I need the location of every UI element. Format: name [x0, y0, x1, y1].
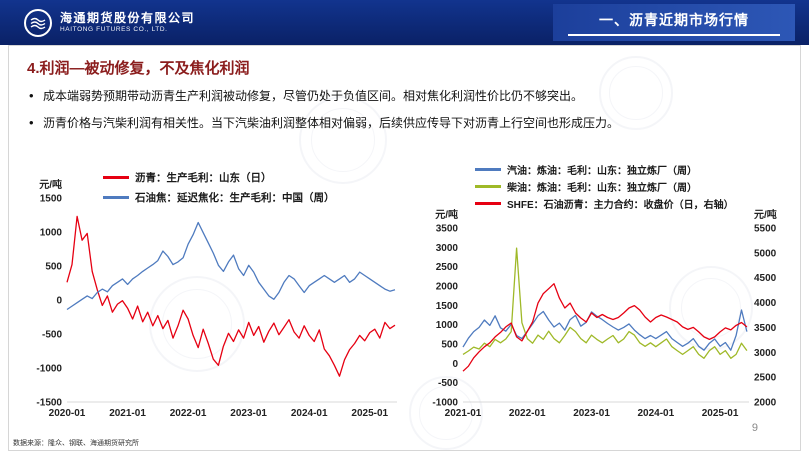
legend-swatch [475, 168, 501, 171]
company-name-en: HAITONG FUTURES CO., LTD. [60, 25, 168, 33]
axis-tick-label: 1000 [436, 320, 459, 331]
series-line-0 [66, 215, 396, 377]
legend-swatch [475, 185, 501, 188]
haitong-logo-icon [24, 8, 52, 37]
axis-tick-label: -500 [438, 378, 458, 389]
axis-tick-label: 3000 [436, 243, 459, 254]
chart-canvas: 元/吨3500300025002000150010005000-500-1000… [432, 208, 777, 419]
chart-legend: 沥青：生产毛利：山东（日） 石油焦：延迟焦化：生产毛利：中国（周） [103, 170, 335, 210]
legend-label: 石油焦：延迟焦化：生产毛利：中国（周） [135, 192, 335, 204]
series-line-1 [462, 247, 748, 359]
axis-tick-label: 2022-01 [509, 408, 546, 419]
axis-tick-label: 元/吨 [39, 178, 62, 191]
legend-swatch [103, 196, 129, 199]
legend-item: 沥青：生产毛利：山东（日） [103, 170, 335, 185]
section-header: 一、沥青近期市场行情 [553, 4, 795, 41]
axis-tick-label: 2000 [754, 398, 777, 409]
axis-tick-label: 1000 [40, 228, 63, 239]
data-source-note: 数据来源：隆众、钢联、海通期货研究所 [13, 440, 139, 447]
content-panel: 4.利润—被动修复，不及焦化利润 成本端弱势预期带动沥青生产利润被动修复，尽管仍… [8, 45, 801, 451]
axis-tick-label: 2023-01 [573, 408, 610, 419]
axis-tick-label: 2021-01 [109, 408, 146, 419]
page-number: 9 [751, 422, 758, 434]
axis-tick-label: 4000 [754, 298, 777, 309]
axis-tick-label: 2500 [436, 262, 459, 273]
company-name-cn: 海通期货股份有限公司 [60, 10, 196, 25]
legend-item: 柴油：炼油：毛利：山东：独立炼厂（周） [475, 179, 734, 194]
legend-label: 沥青：生产毛利：山东（日） [135, 172, 272, 184]
axis-tick-label: 4500 [754, 273, 777, 284]
axis-tick-label: 5500 [754, 224, 777, 235]
bullet-item: 成本端弱势预期带动沥青生产利润被动修复，尽管仍处于负值区间。相对焦化利润性价比仍… [25, 87, 785, 105]
axis-tick-label: 元/吨 [435, 208, 458, 221]
axis-tick-label: 0 [56, 296, 62, 307]
axis-tick-label: -1500 [36, 398, 62, 409]
axis-tick-label: 1500 [436, 301, 459, 312]
axis-tick-label: 0 [452, 359, 458, 370]
section-underline [568, 33, 780, 36]
axis-tick-label: 500 [45, 262, 62, 273]
legend-item: 汽油：炼油：毛利：山东：独立炼厂（周） [475, 162, 734, 177]
axis-tick-label: 2000 [436, 282, 459, 293]
legend-item: 石油焦：延迟焦化：生产毛利：中国（周） [103, 190, 335, 205]
axis-tick-label: -500 [42, 330, 62, 341]
axis-tick-label: 2025-01 [702, 408, 739, 419]
legend-swatch [103, 176, 129, 179]
axis-tick-label: 1500 [40, 194, 63, 205]
logo: 海通期货股份有限公司 HAITONG FUTURES CO., LTD. [24, 8, 196, 37]
series-line-0 [462, 309, 748, 351]
axis-tick-label: -1000 [36, 364, 62, 375]
legend-label: 柴油：炼油：毛利：山东：独立炼厂（周） [507, 183, 697, 194]
axis-tick-label: 500 [441, 340, 458, 351]
chart-legend: 汽油：炼油：毛利：山东：独立炼厂（周） 柴油：炼油：毛利：山东：独立炼厂（周） SH… [475, 162, 734, 213]
header-bar: 海通期货股份有限公司 HAITONG FUTURES CO., LTD. 一、沥… [0, 0, 809, 45]
axis-tick-label: 3000 [754, 348, 777, 359]
axis-tick-label: 3500 [754, 323, 777, 334]
axis-tick-label: 2024-01 [291, 408, 328, 419]
chart-gasoline-diesel-shfe: 汽油：炼油：毛利：山东：独立炼厂（周） 柴油：炼油：毛利：山东：独立炼厂（周） SH… [419, 162, 795, 434]
axis-tick-label: 2020-01 [49, 408, 86, 419]
page-title: 4.利润—被动修复，不及焦化利润 [27, 60, 250, 77]
axis-tick-label: 5000 [754, 248, 777, 259]
chart-asphalt-coke-margin: 沥青：生产毛利：山东（日） 石油焦：延迟焦化：生产毛利：中国（周） 元/吨 1500… [25, 162, 407, 434]
axis-tick-label: 2025-01 [351, 408, 388, 419]
legend-swatch [475, 202, 501, 205]
axis-tick-label: 2021-01 [445, 408, 482, 419]
axis-tick-label: 2023-01 [230, 408, 267, 419]
axis-tick-label: 2022-01 [170, 408, 207, 419]
series-line-1 [66, 221, 396, 311]
axis-tick-label: 元/吨 [754, 208, 777, 221]
bullet-item: 沥青价格与汽柴利润有相关性。当下汽柴油利润整体相对偏弱，后续供应传导下对沥青上行… [25, 114, 785, 132]
axis-tick-label: 3500 [436, 224, 459, 235]
series-line-2 [462, 283, 748, 372]
section-title: 一、沥青近期市场行情 [599, 11, 749, 28]
axis-tick-label: 2024-01 [637, 408, 674, 419]
company-name: 海通期货股份有限公司 HAITONG FUTURES CO., LTD. [60, 10, 196, 33]
axis-tick-label: 2500 [754, 373, 777, 384]
axis-tick-label: -1000 [432, 398, 458, 409]
legend-label: 汽油：炼油：毛利：山东：独立炼厂（周） [507, 166, 697, 177]
bullet-list: 成本端弱势预期带动沥青生产利润被动修复，尽管仍处于负值区间。相对焦化利润性价比仍… [25, 87, 785, 142]
legend-item: SHFE：石油沥青：主力合约：收盘价（日，右轴） [475, 196, 734, 211]
legend-label: SHFE：石油沥青：主力合约：收盘价（日，右轴） [507, 200, 734, 211]
